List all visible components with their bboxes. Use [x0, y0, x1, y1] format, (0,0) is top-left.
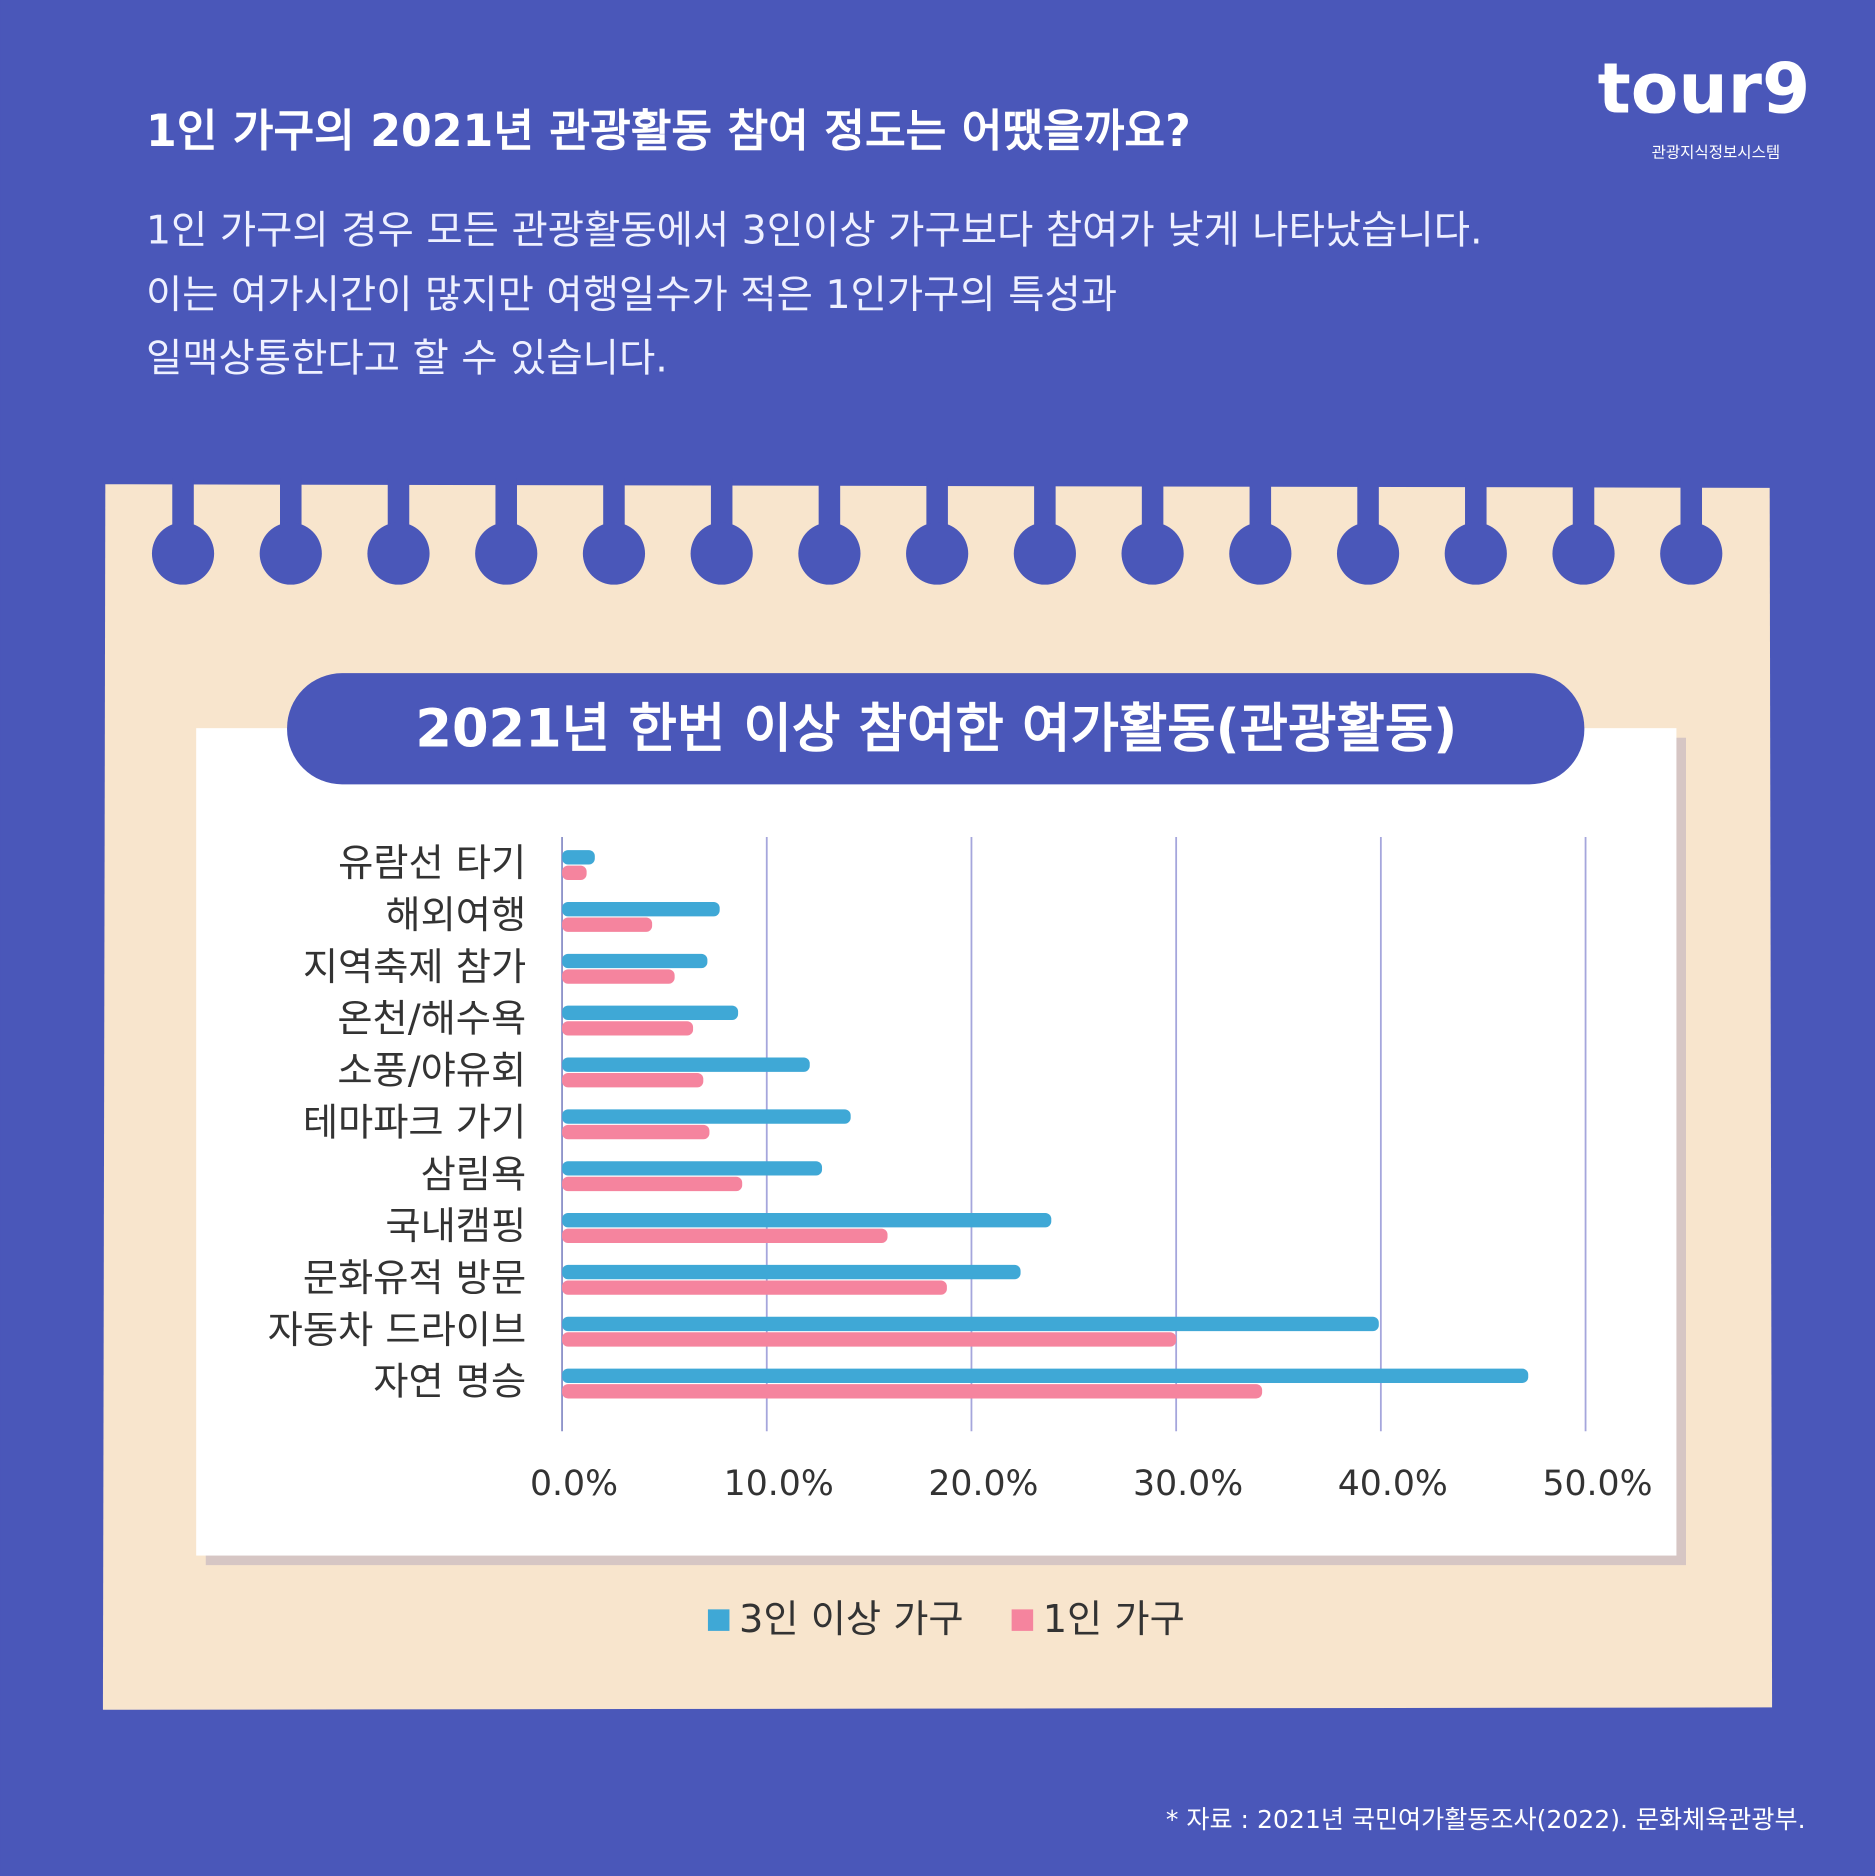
bar [562, 1021, 694, 1036]
legend-swatch [707, 1609, 730, 1631]
y-tick-label: 지역축제 참가 [303, 945, 526, 990]
hole [1121, 522, 1184, 585]
bar [562, 1264, 1021, 1280]
hole [1336, 522, 1400, 585]
legend-label: 1인 가구 [1043, 1597, 1185, 1642]
y-tick-label: 해외여행 [385, 893, 526, 938]
hole [798, 522, 861, 585]
hole [367, 522, 430, 585]
bar [562, 1316, 1379, 1332]
description: 이는 여가시간이 많지만 여행일수가 적은 1인가구의 특성과 [146, 272, 1117, 318]
title-pill [287, 673, 1585, 785]
hole [582, 522, 646, 585]
bar [562, 1161, 823, 1176]
bar [562, 850, 595, 865]
y-tick-label: 유람선 타기 [338, 841, 526, 886]
hole [1552, 522, 1615, 585]
logo: tour9 [1598, 49, 1811, 129]
header-title: 1인 가구의 2021년 관광활동 참여 정도는 어땠을까요? [146, 106, 1191, 157]
chart-title: 2021년 한번 이상 참여한 여가활동(관광활동) [415, 698, 1457, 759]
y-tick-label: 자연 명승 [373, 1360, 526, 1405]
source: * 자료 : 2021년 국민여가활동조사(2022). 문화체육관광부. [1166, 1805, 1806, 1834]
bar [562, 1005, 739, 1021]
x-tick-label: 40.0% [1338, 1464, 1448, 1504]
logo-subtitle: 관광지식정보시스템 [1652, 144, 1781, 162]
bar [562, 1384, 1263, 1399]
x-tick-label: 50.0% [1542, 1464, 1652, 1504]
bar [562, 953, 708, 969]
chart-panel [196, 728, 1677, 1556]
x-tick-label: 20.0% [928, 1464, 1038, 1504]
y-tick-label: 문화유적 방문 [303, 1256, 526, 1301]
description: 1인 가구의 경우 모든 관광활동에서 3인이상 가구보다 참여가 낮게 나타났… [146, 208, 1483, 254]
bar [562, 901, 720, 917]
y-tick-label: 삼림욕 [421, 1152, 527, 1197]
y-tick-label: 국내캠핑 [385, 1204, 526, 1249]
bar [562, 1109, 851, 1124]
hole [690, 522, 753, 585]
bar [562, 917, 653, 932]
bar [562, 865, 587, 881]
x-tick-label: 30.0% [1133, 1464, 1243, 1504]
bar [562, 1228, 888, 1243]
bar [562, 1176, 743, 1192]
bar [562, 1332, 1177, 1347]
y-tick-label: 자동차 드라이브 [268, 1308, 526, 1353]
hole [1229, 522, 1292, 585]
legend-swatch [1011, 1609, 1034, 1631]
bar [562, 1213, 1052, 1228]
y-tick-label: 테마파크 가기 [303, 1100, 526, 1145]
hole [1444, 522, 1507, 585]
bar [562, 1280, 947, 1295]
bar [562, 1057, 810, 1072]
x-tick-label: 10.0% [724, 1464, 834, 1504]
hole [1660, 522, 1723, 585]
x-tick-label: 0.0% [530, 1464, 618, 1504]
bar [562, 1368, 1529, 1383]
hole [906, 522, 969, 585]
bar [562, 1124, 710, 1140]
holes [151, 478, 1723, 585]
hole [151, 522, 215, 585]
hole [259, 522, 322, 585]
bar [562, 969, 675, 984]
y-tick-label: 온천/해수욕 [337, 997, 526, 1042]
hole [1013, 522, 1076, 585]
bar [562, 1073, 704, 1088]
legend-label: 3인 이상 가구 [739, 1597, 964, 1642]
description: 일맥상통한다고 할 수 있습니다. [146, 336, 668, 382]
y-tick-label: 소풍/야유회 [337, 1049, 526, 1094]
hole [475, 522, 538, 585]
